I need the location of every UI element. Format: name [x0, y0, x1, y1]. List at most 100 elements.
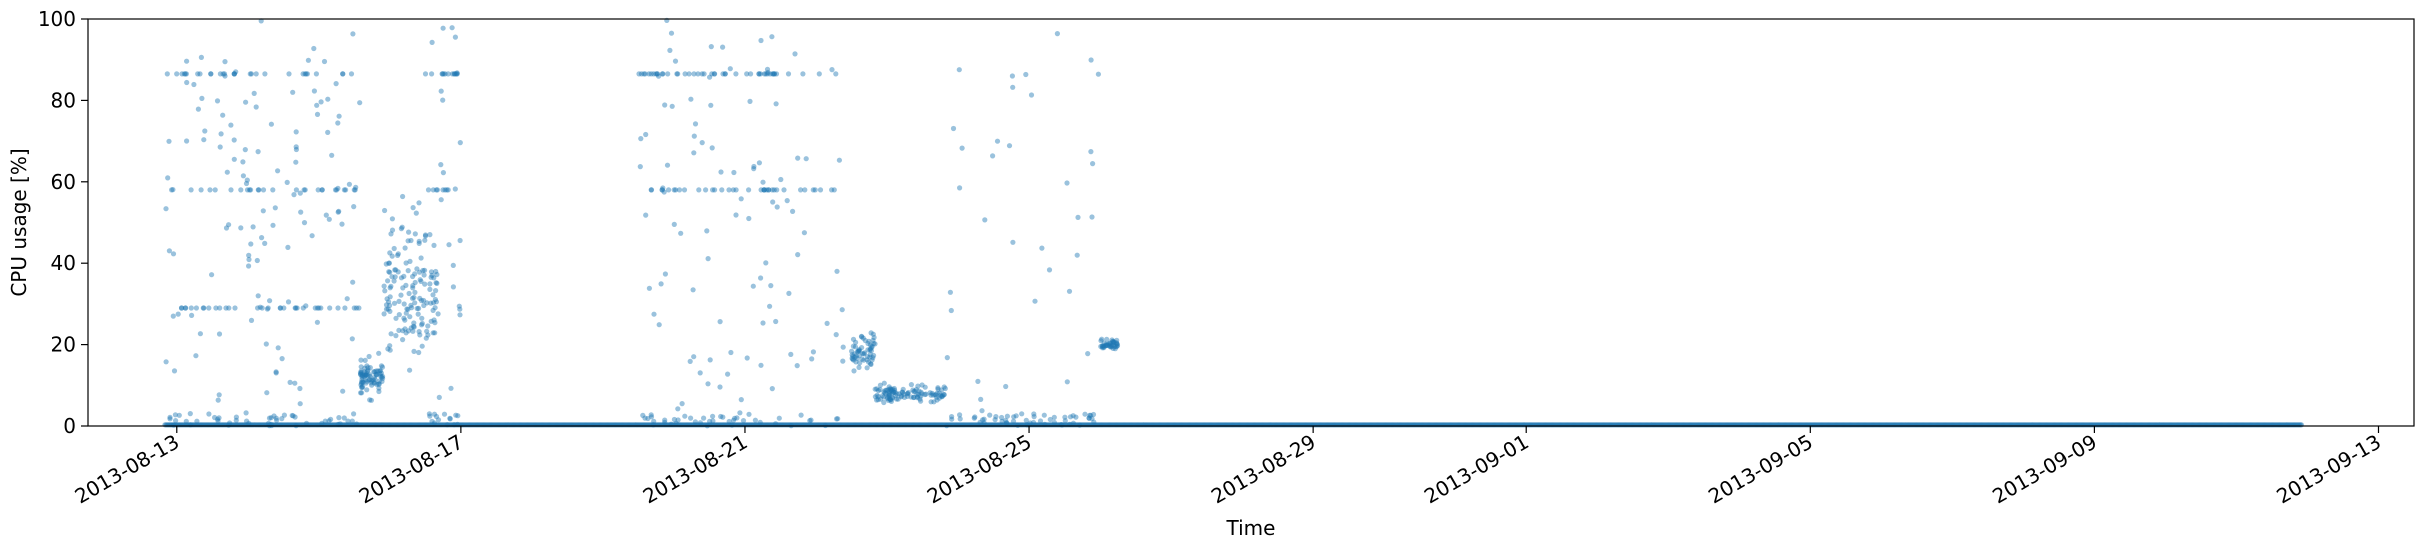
data-point — [291, 192, 297, 198]
y-tick-label: 40 — [51, 251, 76, 275]
data-point — [386, 269, 392, 275]
data-point — [260, 187, 267, 193]
data-point — [231, 137, 237, 143]
data-point — [1051, 419, 1057, 426]
data-point — [333, 81, 339, 87]
data-point — [438, 88, 444, 94]
data-point — [675, 71, 681, 77]
data-point — [393, 267, 399, 273]
data-point — [400, 285, 406, 291]
y-tick-label: 0 — [63, 414, 76, 438]
data-point — [840, 358, 846, 364]
data-point — [751, 163, 757, 170]
data-point — [396, 298, 402, 304]
data-point — [648, 187, 654, 193]
data-point — [350, 31, 356, 37]
data-point — [699, 140, 705, 146]
data-point — [414, 305, 420, 312]
data-point — [193, 305, 199, 311]
data-point — [856, 348, 862, 354]
data-point — [849, 355, 855, 361]
data-point — [287, 379, 293, 385]
data-point — [972, 414, 978, 420]
data-point — [851, 368, 857, 374]
data-point — [166, 248, 172, 254]
data-point — [255, 293, 261, 299]
data-point — [1051, 414, 1057, 420]
data-point — [403, 260, 409, 266]
data-point — [636, 71, 642, 77]
data-point — [272, 205, 278, 211]
data-point — [298, 209, 304, 215]
data-point — [786, 290, 792, 296]
data-point — [389, 227, 396, 233]
data-point — [440, 71, 446, 77]
data-point — [1046, 267, 1053, 273]
data-point — [769, 386, 775, 392]
data-point — [648, 414, 655, 420]
data-point — [176, 412, 182, 418]
data-point — [256, 187, 262, 193]
data-point — [170, 313, 176, 319]
data-point — [202, 128, 208, 134]
data-point — [387, 343, 393, 349]
data-point — [303, 71, 309, 77]
data-point — [691, 133, 697, 139]
data-point — [1023, 71, 1029, 78]
data-point — [400, 337, 406, 343]
data-point — [438, 197, 444, 203]
data-point — [385, 278, 391, 284]
data-point — [290, 413, 296, 419]
data-point — [758, 37, 764, 44]
data-point — [378, 363, 385, 369]
data-point — [727, 66, 733, 72]
data-point — [757, 419, 763, 425]
data-point — [1059, 422, 1065, 428]
data-point — [221, 71, 228, 77]
data-point — [408, 237, 414, 244]
data-point — [918, 389, 924, 395]
data-point — [216, 392, 222, 398]
data-point — [1032, 298, 1038, 304]
data-point — [318, 99, 324, 105]
data-point — [302, 187, 308, 193]
data-point — [750, 283, 756, 289]
data-point — [669, 103, 675, 109]
data-point — [292, 305, 298, 311]
data-point — [214, 98, 221, 104]
data-point — [255, 149, 261, 155]
data-point — [389, 274, 395, 280]
data-point — [366, 353, 372, 360]
data-point — [194, 418, 200, 424]
data-point — [398, 292, 404, 298]
data-point — [959, 145, 965, 151]
data-point — [301, 220, 308, 226]
data-point — [720, 44, 726, 50]
data-point — [430, 292, 436, 298]
data-point — [339, 221, 345, 227]
data-point — [199, 95, 205, 101]
data-point — [335, 120, 341, 126]
data-point — [279, 356, 285, 362]
data-point — [427, 413, 433, 419]
data-point — [316, 305, 322, 311]
data-point — [164, 71, 170, 77]
data-point — [872, 386, 878, 392]
data-point — [760, 179, 766, 185]
data-point — [416, 349, 422, 356]
data-point — [319, 187, 325, 193]
data-point — [870, 337, 876, 343]
data-point — [248, 241, 254, 247]
data-point — [719, 187, 725, 193]
data-point — [226, 422, 232, 428]
data-point — [401, 273, 407, 279]
data-point — [222, 73, 228, 79]
data-point — [303, 303, 309, 309]
data-point — [412, 231, 418, 237]
data-point — [275, 168, 281, 174]
data-point — [760, 320, 766, 326]
data-point — [401, 301, 407, 307]
data-point — [747, 98, 753, 104]
data-point — [1028, 92, 1035, 98]
data-point — [197, 331, 203, 337]
